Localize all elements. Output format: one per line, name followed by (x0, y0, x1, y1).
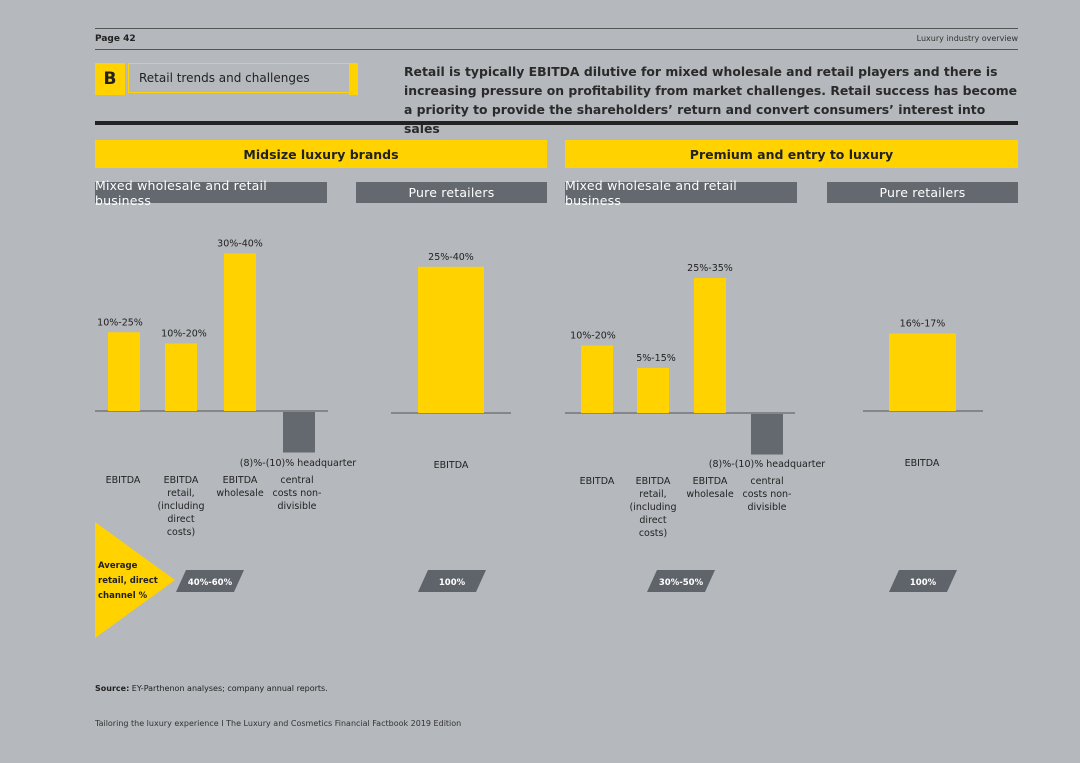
tick-label: EBITDA (693, 476, 728, 487)
tick-label: EBITDA (905, 458, 940, 469)
section-running-title: Luxury industry overview (916, 34, 1018, 43)
section-box-accent (349, 63, 358, 95)
subheader-label: Mixed wholesale and retail business (95, 177, 267, 208)
data-label: 5%-15% (636, 353, 676, 364)
footer-text: Tailoring the luxury experience I The Lu… (95, 719, 462, 728)
tick-label: EBITDA (580, 476, 615, 487)
tick-label: (including (630, 502, 677, 513)
group-title: Premium and entry to luxury (689, 146, 894, 162)
headline-rule (95, 121, 1018, 125)
top-rule (95, 28, 1018, 29)
subheader-label: Pure retailers (408, 185, 495, 200)
bar (694, 278, 726, 413)
header-rule (95, 49, 1018, 50)
subheader-pure-midsize: Pure retailers (356, 182, 547, 203)
tick-label: wholesale (216, 488, 263, 499)
data-label: 25%-40% (428, 252, 474, 263)
avg-channel-pill (176, 570, 244, 592)
tick-label: EBITDA (164, 475, 199, 486)
avg-channel-value: 40%-60% (188, 578, 233, 588)
source-label: Source: (95, 684, 130, 693)
bar (637, 368, 669, 413)
avg-channel-label: Average retail, direct channel % (98, 561, 158, 601)
tick-label: (including (158, 501, 205, 512)
bar (418, 266, 484, 413)
group-title: Midsize luxury brands (243, 146, 399, 162)
tick-label: costs non- (273, 488, 322, 499)
subheader-label: Mixed wholesale and retail business (565, 177, 737, 208)
avg-channel-value: 100% (439, 578, 466, 588)
group-header-premium: Premium and entry to luxury (565, 140, 1018, 168)
tick-label: direct (639, 515, 666, 526)
subheader-pure-premium: Pure retailers (827, 182, 1018, 203)
page-number: Page 42 (95, 34, 136, 44)
bar (751, 414, 783, 455)
tick-label: divisible (747, 502, 786, 513)
data-label: 10%-20% (161, 329, 207, 340)
bar (224, 253, 256, 411)
avg-channel-value: 30%-50% (659, 578, 704, 588)
bar (108, 332, 140, 411)
data-label: 30%-40% (217, 239, 263, 250)
data-label: 16%-17% (900, 318, 946, 329)
subheader-mixed-midsize: Mixed wholesale and retail business (95, 178, 327, 208)
source-note: Source: EY-Parthenon analyses; company a… (95, 684, 328, 693)
bar (581, 345, 613, 413)
subheader-mixed-premium: Mixed wholesale and retail business (565, 178, 797, 208)
subheader-label: Pure retailers (879, 185, 966, 200)
bar (283, 412, 315, 453)
data-label: 25%-35% (687, 263, 733, 274)
group-header-midsize: Midsize luxury brands (95, 140, 547, 168)
avg-channel-pill (889, 570, 957, 592)
headline: Retail is typically EBITDA dilutive for … (404, 64, 1018, 136)
tick-label: EBITDA (434, 460, 469, 471)
section-letter-badge: B (95, 63, 125, 95)
tick-label: central (280, 475, 313, 486)
data-label: (8)%-(10)% headquarter (240, 458, 357, 469)
avg-channel-triangle (95, 522, 175, 638)
tick-label: wholesale (686, 489, 733, 500)
tick-label: EBITDA (636, 476, 671, 487)
tick-label: costs) (167, 527, 195, 538)
tick-label: EBITDA (106, 475, 141, 486)
tick-label: direct (167, 514, 194, 525)
bar (165, 343, 197, 411)
section-title: Retail trends and challenges (139, 71, 310, 85)
tick-label: costs) (639, 528, 667, 539)
tick-label: retail, (167, 488, 194, 499)
tick-label: EBITDA (223, 475, 258, 486)
avg-channel-pill (647, 570, 715, 592)
tick-label: divisible (277, 501, 316, 512)
bar (889, 333, 956, 411)
avg-channel-value: 100% (910, 578, 937, 588)
tick-label: retail, (639, 489, 666, 500)
avg-channel-pill (418, 570, 486, 592)
source-text: EY-Parthenon analyses; company annual re… (129, 684, 328, 693)
tick-label: costs non- (743, 489, 792, 500)
data-label: (8)%-(10)% headquarter (709, 459, 826, 470)
data-label: 10%-20% (570, 331, 616, 342)
tick-label: central (750, 476, 783, 487)
data-label: 10%-25% (97, 317, 143, 328)
